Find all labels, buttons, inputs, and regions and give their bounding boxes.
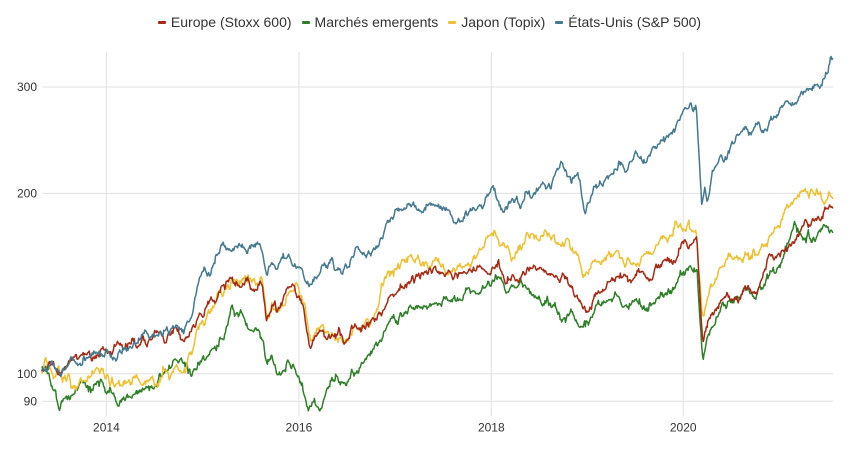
svg-text:2018: 2018 (478, 421, 505, 435)
svg-text:2016: 2016 (286, 421, 313, 435)
svg-text:2020: 2020 (670, 421, 697, 435)
svg-text:300: 300 (17, 80, 37, 94)
svg-text:100: 100 (17, 367, 37, 381)
svg-text:200: 200 (17, 187, 37, 201)
svg-text:2014: 2014 (93, 421, 120, 435)
svg-text:90: 90 (24, 395, 38, 409)
